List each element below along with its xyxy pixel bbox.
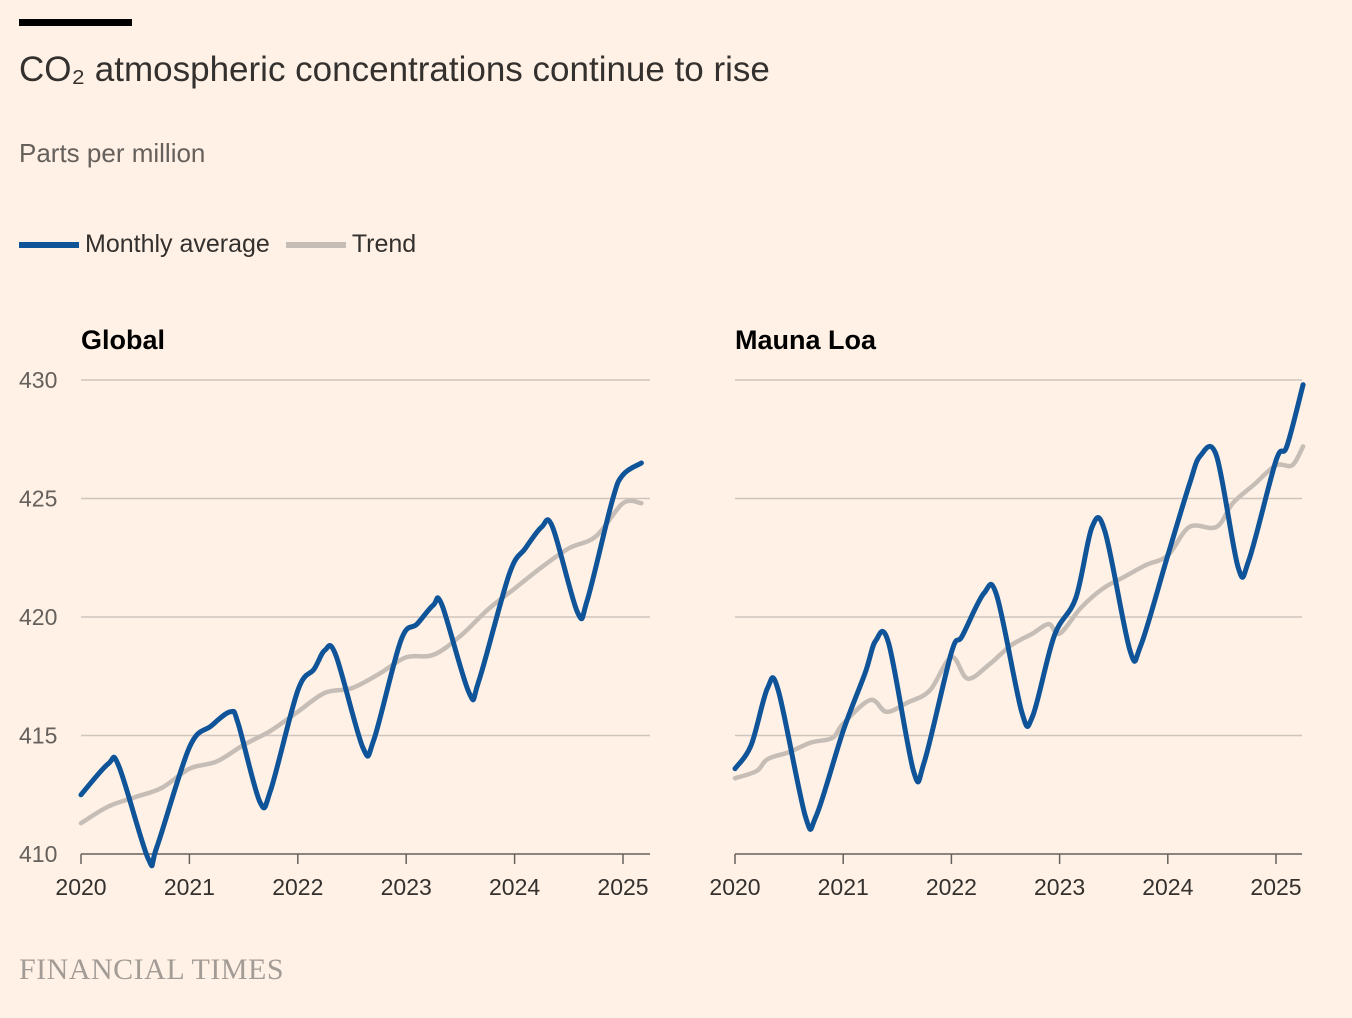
x-tick-label: 2021: [818, 874, 869, 900]
ft-header-bar: [19, 19, 132, 26]
legend-label-monthly: Monthly average: [85, 230, 270, 258]
y-tick-label: 420: [19, 604, 57, 630]
series-trend: [78, 498, 644, 826]
y-tick-label: 425: [19, 486, 57, 512]
legend-label-trend: Trend: [351, 230, 417, 258]
y-tick-label: 410: [19, 841, 57, 867]
x-tick-label: 2025: [1250, 874, 1301, 900]
x-tick-label: 2021: [164, 874, 215, 900]
x-tick-label: 2023: [381, 874, 432, 900]
x-tick-label: 2023: [1034, 874, 1085, 900]
x-tick-label: 2024: [1142, 874, 1193, 900]
panel-1: Mauna Loa 2020 2021 2022 2023 2024 2025: [709, 325, 1306, 900]
x-tick-label: 2020: [709, 874, 760, 900]
chart-subtitle: Parts per million: [19, 138, 206, 168]
legend-swatch-trend: [285, 241, 346, 248]
x-tick-label: 2022: [926, 874, 977, 900]
panel-title: Mauna Loa: [735, 325, 877, 355]
panel-title: Global: [81, 325, 165, 355]
x-tick-label: 2020: [55, 874, 106, 900]
y-tick-label: 415: [19, 723, 57, 749]
ft-logo: FINANCIAL TIMES: [19, 953, 285, 986]
x-tick-label: 2022: [272, 874, 323, 900]
series-monthly-average: [78, 460, 644, 869]
x-tick-label: 2025: [597, 874, 648, 900]
legend-item-trend: Trend: [285, 230, 417, 259]
legend-swatch-monthly: [19, 241, 79, 248]
series-trend: [732, 444, 1306, 781]
panel-0: Global 410 415 420 425 430 2020 2021 2022 2023 202…: [19, 325, 650, 900]
series-monthly-average: [732, 382, 1306, 832]
legend: Monthly average Trend: [19, 230, 432, 259]
x-tick-label: 2024: [489, 874, 540, 900]
y-tick-label: 430: [19, 367, 57, 393]
chart-title: CO₂ atmospheric concentrations continue …: [19, 50, 770, 89]
legend-item-monthly: Monthly average: [19, 230, 270, 259]
